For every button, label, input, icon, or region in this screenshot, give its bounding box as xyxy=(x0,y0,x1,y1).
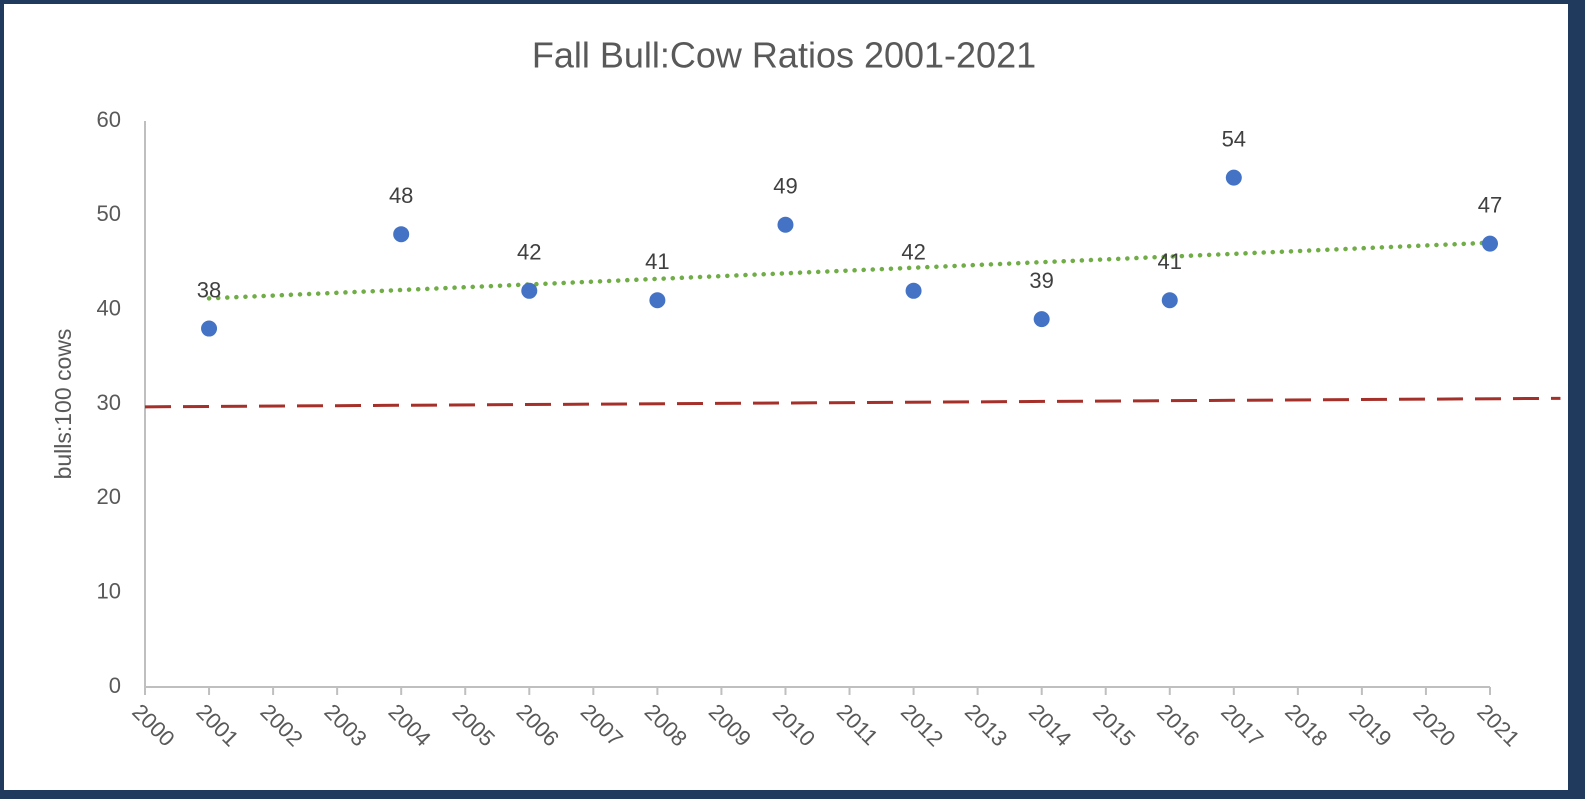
y-tick-label: 50 xyxy=(97,201,121,226)
y-tick-label: 60 xyxy=(97,107,121,132)
y-tick-label: 10 xyxy=(97,578,121,603)
data-label: 47 xyxy=(1478,192,1502,217)
reference-line xyxy=(144,396,1561,409)
data-label: 42 xyxy=(901,240,925,265)
data-label: 39 xyxy=(1029,268,1053,293)
data-label: 49 xyxy=(773,174,797,199)
y-axis-label: bulls:100 cows xyxy=(50,329,76,480)
point xyxy=(777,216,794,233)
y-tick-label: 30 xyxy=(97,390,121,415)
point xyxy=(1482,235,1498,252)
y-tick-label: 0 xyxy=(109,673,121,698)
point xyxy=(1033,311,1050,328)
point xyxy=(521,282,538,299)
data-label: 48 xyxy=(389,183,413,208)
point xyxy=(1161,292,1178,309)
data-label: 38 xyxy=(197,277,221,302)
point xyxy=(1225,169,1242,186)
point xyxy=(649,292,666,309)
chart-area xyxy=(4,4,1568,790)
y-tick-label: 20 xyxy=(97,484,121,509)
point xyxy=(905,282,922,299)
data-label: 41 xyxy=(1158,249,1182,274)
point xyxy=(201,320,218,337)
chart-title: Fall Bull:Cow Ratios 2001-2021 xyxy=(532,35,1036,76)
point xyxy=(393,226,410,243)
y-tick-label: 40 xyxy=(97,295,121,320)
data-label: 54 xyxy=(1222,126,1246,151)
data-label: 41 xyxy=(645,249,669,274)
data-label: 42 xyxy=(517,240,541,265)
